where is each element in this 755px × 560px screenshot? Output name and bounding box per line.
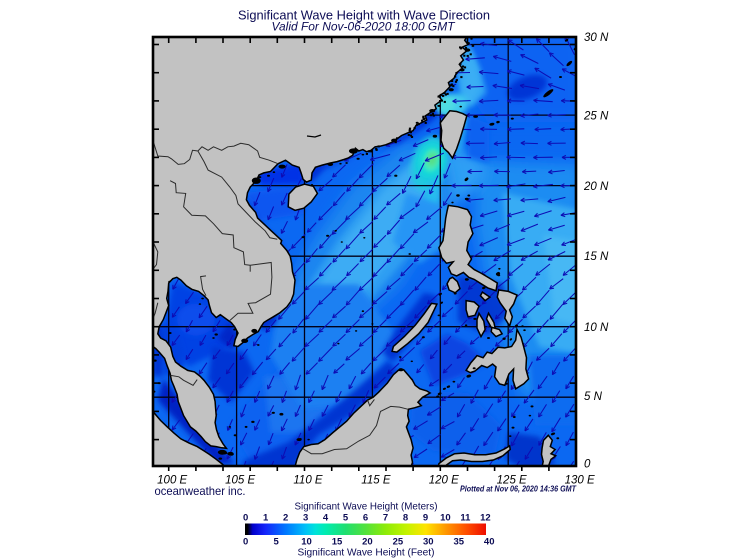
svg-text:oceanweather inc.: oceanweather inc.: [155, 484, 246, 498]
svg-text:Significant Wave Height (Feet): Significant Wave Height (Feet): [298, 547, 435, 559]
svg-text:25: 25: [393, 537, 404, 548]
svg-text:4: 4: [323, 513, 329, 524]
svg-text:10: 10: [301, 537, 312, 548]
svg-text:Plotted at Nov 06, 2020 14:36: Plotted at Nov 06, 2020 14:36 GMT: [460, 485, 577, 494]
svg-text:8: 8: [403, 513, 408, 524]
svg-text:5: 5: [273, 537, 279, 548]
svg-text:10 N: 10 N: [584, 322, 609, 334]
svg-text:25 N: 25 N: [583, 111, 609, 123]
svg-text:115 E: 115 E: [361, 475, 391, 487]
svg-text:100 E: 100 E: [157, 475, 187, 487]
svg-text:20: 20: [362, 537, 373, 548]
svg-text:Valid For Nov-06-2020 18:00 GM: Valid For Nov-06-2020 18:00 GMT: [272, 21, 456, 34]
svg-text:Significant Wave Height with W: Significant Wave Height with Wave Direct…: [238, 7, 490, 22]
svg-text:105 E: 105 E: [225, 475, 255, 487]
svg-text:7: 7: [383, 513, 388, 524]
svg-text:6: 6: [363, 513, 368, 524]
svg-text:30 N: 30 N: [584, 32, 609, 44]
svg-text:Significant Wave Height (Meter: Significant Wave Height (Meters): [295, 501, 438, 513]
svg-text:1: 1: [263, 513, 269, 524]
svg-text:15: 15: [332, 537, 343, 548]
svg-text:12: 12: [480, 513, 491, 524]
svg-text:120 E: 120 E: [429, 475, 459, 487]
svg-text:0: 0: [243, 513, 248, 524]
svg-text:110 E: 110 E: [293, 475, 323, 487]
svg-text:5 N: 5 N: [584, 391, 603, 403]
svg-text:0: 0: [584, 458, 591, 470]
svg-text:15 N: 15 N: [584, 251, 609, 263]
svg-text:0: 0: [243, 537, 248, 548]
svg-text:30: 30: [423, 537, 434, 548]
svg-text:5: 5: [343, 513, 349, 524]
svg-text:2: 2: [283, 513, 288, 524]
svg-text:35: 35: [454, 537, 465, 548]
svg-text:40: 40: [484, 537, 495, 548]
svg-text:125 E: 125 E: [497, 475, 527, 487]
svg-text:11: 11: [460, 513, 471, 524]
svg-text:20 N: 20 N: [583, 181, 609, 193]
svg-text:130 E: 130 E: [565, 475, 595, 487]
svg-text:3: 3: [303, 513, 308, 524]
svg-text:10: 10: [440, 513, 451, 524]
svg-text:9: 9: [423, 513, 428, 524]
